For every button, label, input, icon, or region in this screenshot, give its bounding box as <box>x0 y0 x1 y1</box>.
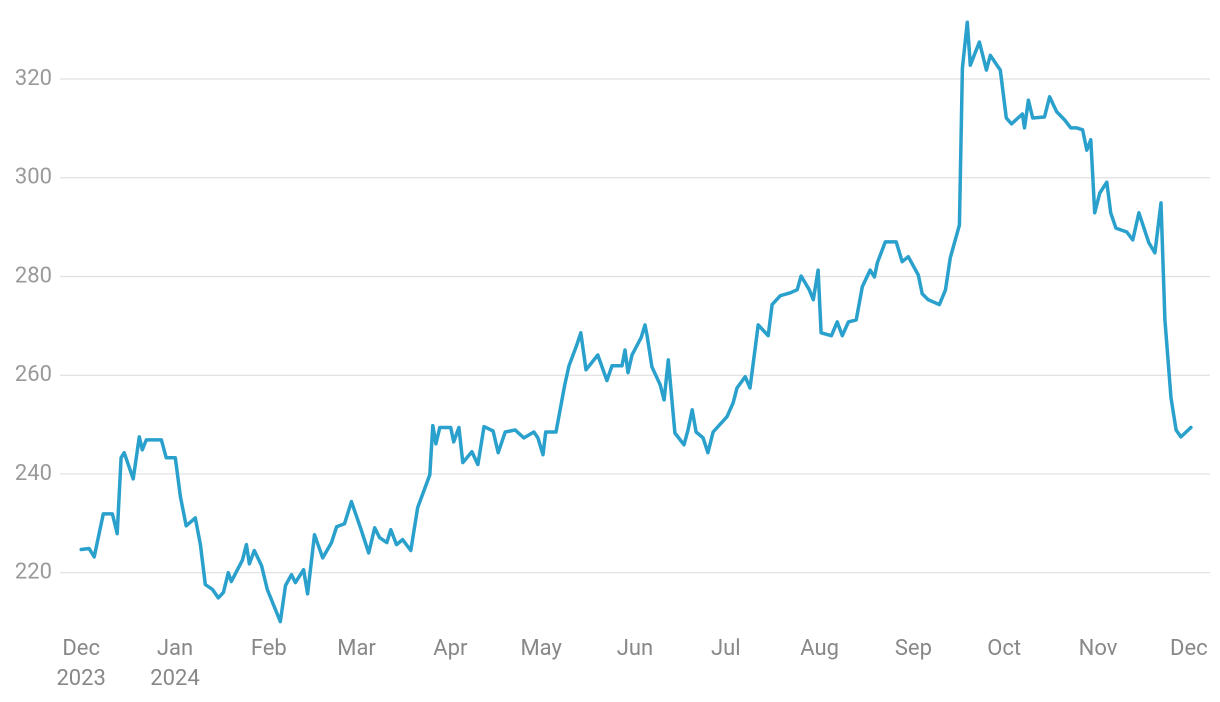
x-tick-label: Jan 2024 <box>150 636 200 691</box>
y-tick-label: 300 <box>15 165 52 190</box>
x-tick-label: Dec <box>1170 636 1208 661</box>
x-tick-label: Jun <box>616 636 654 661</box>
price-line <box>79 20 1193 624</box>
y-tick-label: 240 <box>15 461 52 486</box>
y-tick-label: 260 <box>15 362 52 387</box>
x-tick-label: Dec 2023 <box>56 636 106 691</box>
x-tick-label: Mar <box>337 636 376 661</box>
x-tick-label: Jul <box>710 636 741 661</box>
x-tick-label: Oct <box>987 636 1022 661</box>
x-tick-label: Apr <box>433 636 468 661</box>
x-tick-label: May <box>520 636 562 661</box>
y-tick-label: 320 <box>15 66 52 91</box>
x-tick-label: Aug <box>800 636 839 661</box>
x-tick-label: Sep <box>894 636 932 661</box>
y-tick-label: 220 <box>15 560 52 585</box>
x-tick-label: Nov <box>1078 636 1118 661</box>
x-tick-label: Feb <box>250 636 287 661</box>
y-tick-label: 280 <box>15 263 52 288</box>
